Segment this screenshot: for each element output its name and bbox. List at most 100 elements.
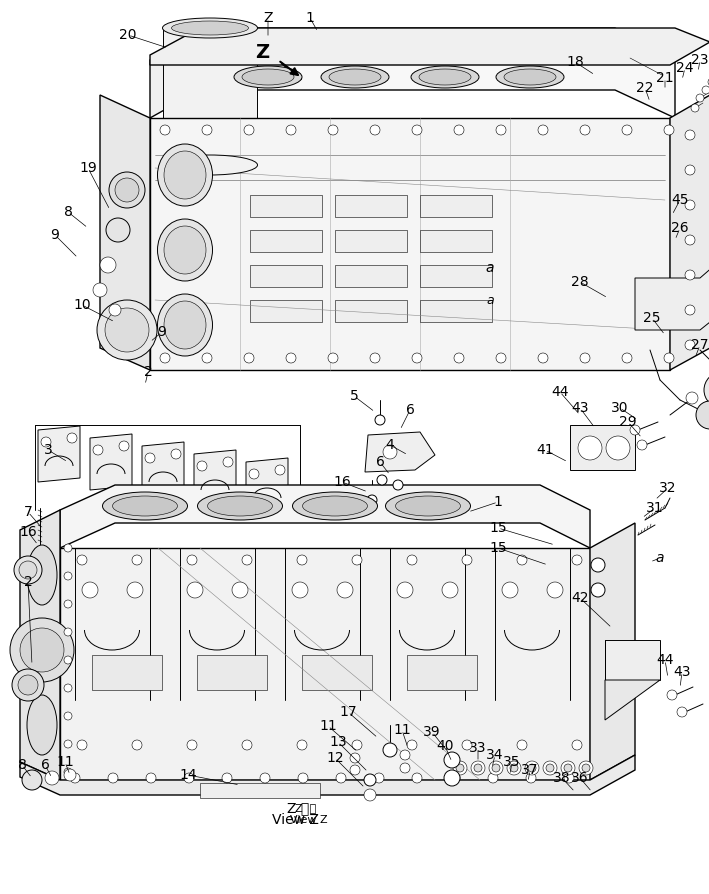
Circle shape	[538, 125, 548, 135]
Circle shape	[502, 582, 518, 598]
Text: 38: 38	[553, 771, 571, 785]
Text: 18: 18	[566, 55, 584, 69]
Circle shape	[496, 353, 506, 363]
Circle shape	[12, 669, 44, 701]
Circle shape	[397, 582, 413, 598]
Circle shape	[109, 172, 145, 208]
Bar	[420, 230, 492, 252]
Polygon shape	[670, 95, 709, 370]
Bar	[250, 300, 322, 322]
Circle shape	[106, 218, 130, 242]
Polygon shape	[150, 28, 709, 65]
Circle shape	[412, 353, 422, 363]
Ellipse shape	[157, 294, 213, 356]
Circle shape	[525, 761, 539, 775]
Circle shape	[407, 740, 417, 750]
Circle shape	[82, 582, 98, 598]
Circle shape	[22, 770, 42, 790]
Circle shape	[77, 740, 87, 750]
Circle shape	[350, 753, 360, 763]
Circle shape	[383, 743, 397, 757]
Circle shape	[64, 769, 76, 781]
Ellipse shape	[198, 492, 282, 520]
Text: 44: 44	[552, 385, 569, 399]
Bar	[92, 655, 162, 690]
Ellipse shape	[27, 620, 57, 680]
Ellipse shape	[242, 69, 294, 85]
Text: 6: 6	[376, 455, 384, 469]
Circle shape	[160, 353, 170, 363]
Bar	[335, 195, 407, 217]
Ellipse shape	[164, 301, 206, 349]
Ellipse shape	[329, 69, 381, 85]
Text: 6: 6	[40, 758, 50, 772]
Circle shape	[187, 740, 197, 750]
Circle shape	[667, 690, 677, 700]
Ellipse shape	[164, 151, 206, 199]
Circle shape	[336, 773, 346, 783]
Polygon shape	[635, 265, 709, 330]
Circle shape	[352, 740, 362, 750]
Circle shape	[100, 257, 116, 273]
Text: 45: 45	[671, 193, 688, 207]
Circle shape	[364, 774, 376, 786]
Circle shape	[64, 572, 72, 580]
Polygon shape	[150, 118, 670, 370]
Circle shape	[115, 178, 139, 202]
Circle shape	[45, 771, 59, 785]
Circle shape	[19, 561, 37, 579]
Circle shape	[132, 555, 142, 565]
Circle shape	[453, 761, 467, 775]
Circle shape	[579, 761, 593, 775]
Circle shape	[64, 740, 72, 748]
Ellipse shape	[303, 496, 367, 516]
Bar	[407, 655, 477, 690]
Circle shape	[462, 555, 472, 565]
Ellipse shape	[321, 66, 389, 88]
Polygon shape	[365, 432, 435, 472]
Circle shape	[572, 740, 582, 750]
Bar	[250, 230, 322, 252]
Text: a: a	[486, 293, 493, 307]
Text: View Z: View Z	[272, 813, 318, 827]
Circle shape	[337, 582, 353, 598]
Text: 16: 16	[333, 475, 351, 489]
Circle shape	[64, 544, 72, 552]
Circle shape	[244, 125, 254, 135]
Ellipse shape	[164, 226, 206, 274]
Ellipse shape	[27, 545, 57, 605]
Circle shape	[407, 555, 417, 565]
Text: 19: 19	[79, 161, 97, 175]
Circle shape	[160, 125, 170, 135]
Ellipse shape	[172, 21, 248, 35]
Circle shape	[77, 555, 87, 565]
Circle shape	[119, 441, 129, 451]
Circle shape	[202, 353, 212, 363]
Circle shape	[97, 300, 157, 360]
Circle shape	[685, 270, 695, 280]
Circle shape	[444, 770, 460, 786]
Circle shape	[462, 740, 472, 750]
Circle shape	[20, 628, 64, 672]
Text: 23: 23	[691, 53, 709, 67]
Text: 2: 2	[23, 575, 33, 589]
Circle shape	[260, 773, 270, 783]
Ellipse shape	[157, 144, 213, 206]
Circle shape	[64, 712, 72, 720]
Circle shape	[547, 582, 563, 598]
Circle shape	[64, 684, 72, 692]
Ellipse shape	[386, 492, 471, 520]
Text: 40: 40	[436, 739, 454, 753]
Polygon shape	[20, 755, 635, 795]
Circle shape	[489, 761, 503, 775]
Polygon shape	[60, 485, 590, 548]
Text: Z: Z	[263, 11, 273, 25]
Circle shape	[352, 555, 362, 565]
Text: Z: Z	[255, 43, 269, 62]
Text: 21: 21	[657, 71, 674, 85]
Circle shape	[328, 125, 338, 135]
Circle shape	[685, 340, 695, 350]
Text: Z  视: Z 视	[295, 803, 316, 813]
Circle shape	[297, 555, 307, 565]
Circle shape	[496, 125, 506, 135]
